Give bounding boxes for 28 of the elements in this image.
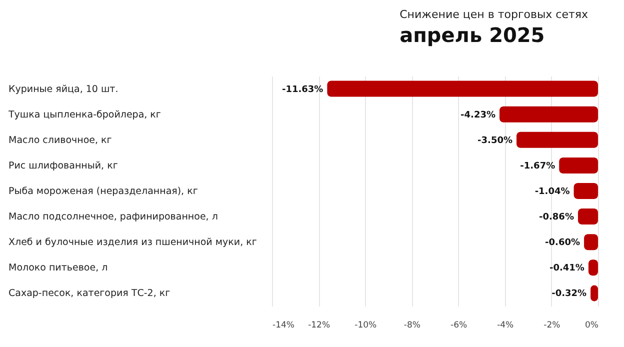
- y-tick-label: Рис шлифованный, кг: [8, 160, 118, 172]
- y-tick-label: Масло сливочное, кг: [8, 134, 112, 146]
- data-label: -1.67%: [520, 161, 556, 172]
- x-tick-label: 0%: [585, 320, 598, 330]
- chart-title: апрель 2025: [400, 23, 546, 47]
- chart-subtitle: Снижение цен в торговых сетях: [400, 8, 588, 21]
- data-label: -0.41%: [549, 264, 584, 274]
- data-label: -11.63%: [282, 84, 324, 95]
- data-label: -0.86%: [539, 212, 574, 223]
- x-tick-label: -12%: [308, 320, 330, 330]
- y-tick-label: Рыба мороженая (неразделанная), кг: [8, 186, 198, 197]
- y-tick-label: Масло подсолнечное, рафинированное, л: [8, 212, 218, 223]
- y-tick-label: Куриные яйца, 10 шт.: [8, 84, 118, 95]
- x-tick-label: -14%: [272, 320, 294, 330]
- y-tick-label: Молоко питьевое, л: [8, 262, 108, 274]
- y-tick-label: Хлеб и булочные изделия из пшеничной муки, кг: [8, 237, 257, 248]
- data-label: -0.60%: [545, 238, 580, 248]
- y-tick-label: Сахар-песок, категория ТС-2, кг: [8, 288, 170, 300]
- data-label: -0.32%: [552, 289, 587, 300]
- x-tick-label: -4%: [497, 320, 514, 330]
- x-tick-label: -8%: [404, 320, 420, 330]
- x-tick-label: -6%: [450, 320, 468, 330]
- x-tick-label: -2%: [544, 320, 560, 330]
- data-label: -3.50%: [478, 136, 512, 146]
- data-label: -1.04%: [534, 187, 570, 197]
- x-tick-label: -10%: [354, 320, 377, 330]
- data-label: -4.23%: [460, 110, 496, 120]
- y-tick-label: Тушка цыпленка-бройлера, кг: [8, 109, 161, 120]
